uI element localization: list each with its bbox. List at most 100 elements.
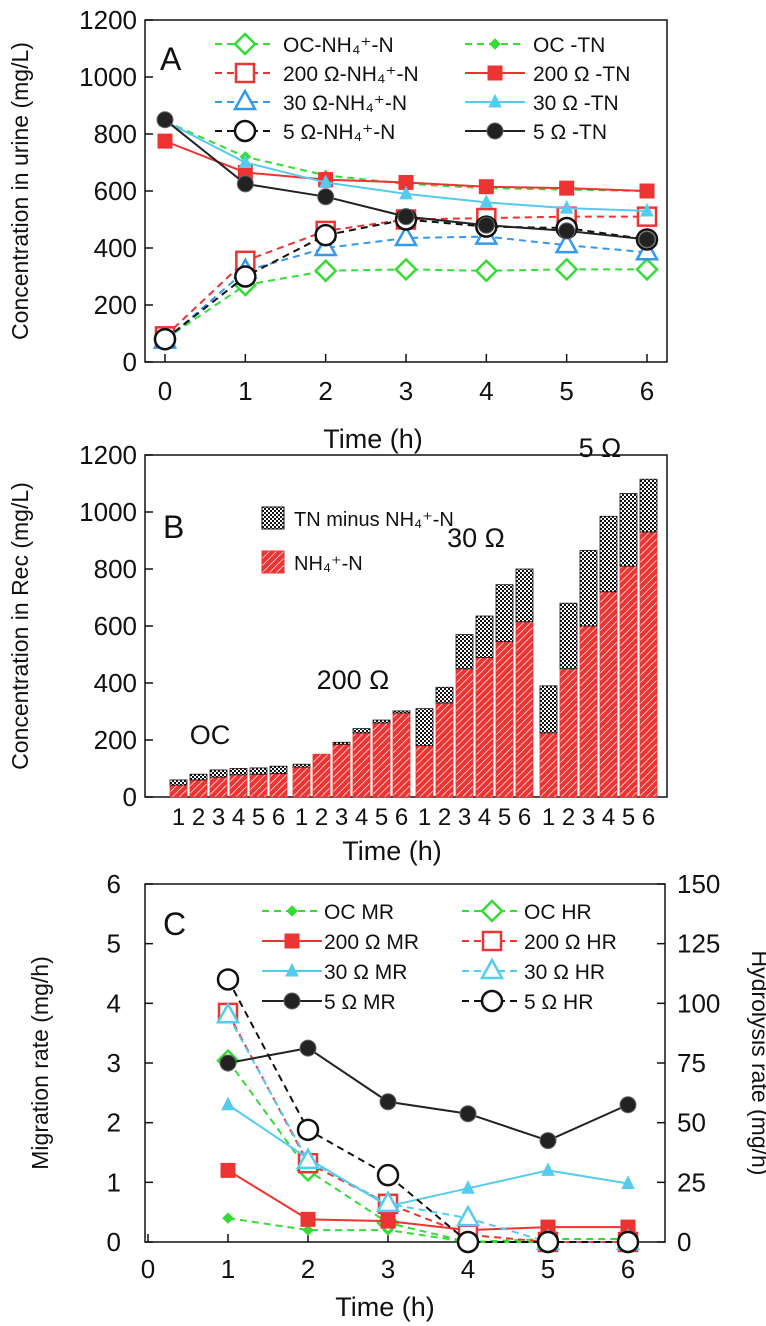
panel-c-series-line xyxy=(227,1217,628,1244)
panel-c-data-point xyxy=(541,1162,555,1176)
panel-a-data-point xyxy=(234,265,257,288)
panel-a-legend-label: 200 Ω-NH₄⁺-N xyxy=(283,63,419,86)
panel-b-bar-nh4 xyxy=(229,774,248,798)
panel-c-data-point xyxy=(300,1211,316,1227)
panel-c-legend-label: 200 Ω HR xyxy=(524,931,617,954)
panel-a-x-ticks: 0 1 2 3 4 5 6 xyxy=(158,354,654,406)
panel-c-data-point xyxy=(220,1162,236,1178)
panel-c-legend-label: OC HR xyxy=(524,901,592,924)
panel-c-data-point xyxy=(375,1190,401,1213)
panel-a-y-ticks: 0 200 400 600 800 1000 1200 xyxy=(79,5,153,377)
panel-c-data-point xyxy=(536,1230,560,1254)
panel-b-x-tick-label: 4 xyxy=(232,804,245,831)
panel-b-x-tick-label: 5 xyxy=(375,804,388,831)
panel-b-x-tick-label: 1 xyxy=(542,804,555,831)
panel-a-data-point xyxy=(635,257,659,282)
panel-b-group-label: 30 Ω xyxy=(447,523,505,553)
panel-c-series-line xyxy=(227,1012,628,1243)
panel-b-bar-nh4 xyxy=(209,776,228,798)
panel-c-y-axis-label: Migration rate (mg/h) xyxy=(27,956,53,1169)
panel-c-data-point xyxy=(376,1163,400,1187)
panel-b-bar-nh4 xyxy=(392,712,411,798)
panel-c-data-point xyxy=(619,1096,637,1114)
panel-c-x-tick-label: 6 xyxy=(621,1254,635,1284)
panel-c-y2-tick-label: 0 xyxy=(677,1227,691,1257)
panel-c-legend-marker xyxy=(284,933,300,949)
panel-a-series-3 xyxy=(157,133,655,199)
panel-c-series-2 xyxy=(220,1162,636,1238)
panel-a-y-tick-label: 400 xyxy=(94,233,137,263)
panel-c-y-tick-label: 6 xyxy=(107,869,121,899)
panel-b-x-tick-label: 5 xyxy=(622,804,635,831)
panel-b-x-tick-label: 3 xyxy=(458,804,471,831)
panel-b-bar-nh4 xyxy=(475,656,494,798)
panel-b-x-tick-label: 3 xyxy=(335,804,348,831)
panel-a-data-point xyxy=(156,111,174,129)
panel-b-x-tick-label: 4 xyxy=(602,804,615,831)
panel-b: B Concentration in Rec (mg/L) Time (h) 0… xyxy=(7,433,668,866)
panel-c-legend-label: OC MR xyxy=(324,901,394,924)
panel-a-series xyxy=(152,111,660,351)
panel-c-data-point xyxy=(302,1224,314,1236)
panel-b-bar-tn-minus xyxy=(249,767,268,775)
panel-b-bar-tn-minus xyxy=(392,710,411,714)
panel-c-y2-axis-label: Hydrolysis rate (mg/h) xyxy=(747,951,766,1176)
panel-b-bar-nh4 xyxy=(639,531,658,798)
panel-c-y2-tick-label: 25 xyxy=(677,1167,706,1197)
panel-c-legend-label: 200 Ω MR xyxy=(324,931,419,954)
panel-a-legend-marker xyxy=(487,65,503,81)
panel-a-y-tick-label: 600 xyxy=(94,176,137,206)
panel-b-group-label: 5 Ω xyxy=(579,433,622,463)
panel-a-data-point xyxy=(317,188,335,206)
panel-b-y-ticks: 0 200 400 600 800 1000 1200 xyxy=(79,440,153,812)
panel-b-bar-tn-minus xyxy=(435,686,454,704)
panel-a-y-axis-label: Concentration in urine (mg/L) xyxy=(7,42,33,340)
panel-b-x-tick-label: 3 xyxy=(582,804,595,831)
panel-c-y2-ticks: 0 25 50 75 100 125 150 xyxy=(657,869,720,1257)
panel-b-bar-nh4 xyxy=(599,591,618,798)
panel-a-series-7 xyxy=(156,111,656,248)
panel-c-series-line xyxy=(227,978,628,1243)
panel-a-x-tick-label: 0 xyxy=(158,376,172,406)
panel-b-letter: B xyxy=(163,509,184,545)
panel-c: C Migration rate (mg/h) Hydrolysis rate … xyxy=(27,869,766,1322)
panel-a-legend-marker xyxy=(486,122,504,140)
panel-c-legend-marker xyxy=(479,957,505,980)
panel-b-x-tick-label: 5 xyxy=(252,804,265,831)
panel-c-data-point xyxy=(459,1105,477,1123)
panel-c-data-point xyxy=(379,1093,397,1111)
panel-c-legend-marker xyxy=(286,905,298,917)
panel-b-bar-nh4 xyxy=(495,641,514,798)
panel-b-bar-tn-minus xyxy=(229,768,248,776)
panel-c-legend-marker xyxy=(285,962,299,977)
panel-c-legend-label: 5 Ω MR xyxy=(324,991,396,1014)
panel-a-legend-label: 30 Ω -TN xyxy=(533,92,619,115)
panel-b-group-2: 1 2 3 4 5 6 30 Ω xyxy=(415,523,534,831)
panel-a-legend-label: 30 Ω-NH₄⁺-N xyxy=(283,92,407,115)
panel-b-group-0: 1 2 3 4 5 6 OC xyxy=(169,720,288,831)
panel-b-y-tick-label: 400 xyxy=(94,668,137,698)
panel-b-x-tick-label: 4 xyxy=(478,804,491,831)
panel-c-series-3 xyxy=(217,1002,639,1253)
panel-c-y2-tick-label: 100 xyxy=(677,988,720,1018)
panel-a-data-point xyxy=(238,154,253,168)
panel-c-data-point xyxy=(455,1204,481,1227)
panel-c-series-line xyxy=(227,1103,629,1208)
panel-b-bar-nh4 xyxy=(539,732,558,798)
panel-b-bar-nh4 xyxy=(312,753,331,798)
panel-b-bar-tn-minus xyxy=(495,584,514,643)
panel-a-y-tick-label: 800 xyxy=(94,119,137,149)
panel-c-series-5 xyxy=(215,1001,641,1251)
panel-c-x-axis-label: Time (h) xyxy=(335,1292,435,1322)
panel-c-legend-marker xyxy=(481,930,503,952)
panel-a-x-tick-label: 1 xyxy=(238,376,252,406)
panel-a: A Concentration in urine (mg/L) Time (h)… xyxy=(7,5,668,454)
panel-a-data-point xyxy=(399,185,413,200)
panel-a-legend-label: 5 Ω-NH₄⁺-N xyxy=(283,121,395,144)
panel-b-bar-tn-minus xyxy=(269,765,288,775)
panel-a-y-tick-label: 200 xyxy=(94,290,137,320)
panel-c-data-point xyxy=(461,1180,475,1194)
panel-c-series-line xyxy=(227,1169,628,1232)
panel-c-series-6 xyxy=(219,1039,637,1150)
